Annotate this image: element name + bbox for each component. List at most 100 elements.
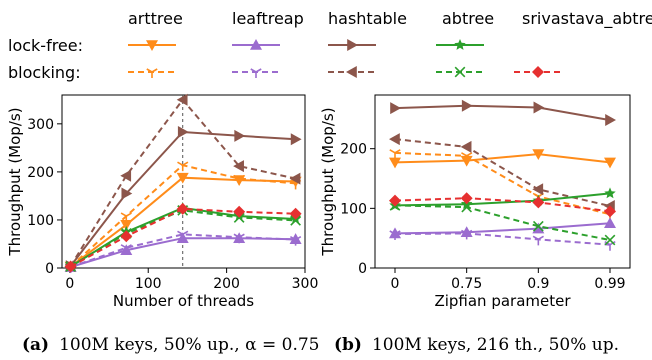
legend-sample-abtree-blocking-marker-stroke-2 (454, 66, 466, 78)
panel-a-series-leaftreap-blocking-point-3-stroke-2 (233, 233, 240, 238)
panel-b-series-srivastava-abtree-blocking-line (394, 197, 611, 213)
legend-sample-hashtable-blocking-marker (346, 66, 357, 78)
panel-b-series-arttree-blocking-point-1 (461, 152, 473, 162)
legend-row-lock-free: lock-free: (8, 36, 83, 55)
legend-sample-leaftreap-blocking-marker (250, 68, 262, 78)
legend-sample-leaftreap-blocking-marker-stroke-3 (255, 68, 262, 73)
legend-sample-leaftreap-blocking-marker-stroke-2 (250, 68, 257, 73)
panel-a-series-arttree-blocking-point-2-stroke-3 (182, 161, 189, 166)
legend-sample-hashtable-lock-free-marker (347, 39, 358, 51)
panel-b-series-hashtable-blocking-point-1 (460, 140, 472, 153)
panel-a-series-hashtable-lock-free-point-3 (234, 129, 246, 142)
panel-b-series-hashtable-lock-free-point-3 (605, 114, 616, 127)
panel-a-series-srivastava-abtree-blocking-point-4 (289, 207, 302, 220)
panel-a-series-srivastava-abtree-blocking-point-3 (233, 205, 246, 218)
panel-a-series-arttree-blocking-point-1 (120, 212, 132, 223)
panel-b-series-hashtable-blocking-point-2 (532, 183, 544, 196)
panel-a-series-leaftreap-blocking-point-3-stroke-3 (238, 233, 245, 238)
panel-b-series-abtree-blocking-point-1-stroke-2 (461, 201, 473, 213)
panel-a-series-arttree-lock-free-point-1 (120, 219, 133, 231)
panel-b-series-arttree-blocking-point-1-stroke-2 (461, 152, 468, 157)
panel-a-series-arttree-blocking-point-3-stroke-3 (238, 174, 245, 180)
panel-b-y-axis-label: Throughput (Mop/s) (319, 107, 337, 256)
legend-header-leaftreap: leaftreap (232, 9, 304, 28)
panel-a-series-hashtable-lock-free-point-1 (121, 187, 133, 200)
panel-b-y-tick-label-1: 100 (340, 201, 367, 217)
panel-a-series-arttree-blocking-point-3 (233, 174, 245, 185)
panel-b-series-leaftreap-lock-free-point-2 (532, 222, 545, 234)
panel-a-series-srivastava-abtree-blocking-point-1 (120, 230, 133, 243)
panel-b-series-arttree-lock-free-point-0 (389, 157, 401, 169)
panel-a-series-leaftreap-lock-free-point-4 (289, 233, 302, 244)
caption-a: (a) 100M keys, 50% up., α = 0.75 (22, 335, 319, 355)
panel-b-series-arttree-blocking-point-0-stroke-2 (389, 149, 396, 154)
panel-a-series-leaftreap-blocking-point-4-stroke-2 (289, 235, 296, 241)
panel-a-x-tick-label-3: 300 (292, 276, 319, 292)
panel-b: 0 100 200 0 0.75 0.9 0.99 Zipfian parameter Thro… (319, 94, 631, 310)
panel-a-y-tick-label-0: 0 (45, 261, 54, 277)
panel-b-y-tick-label-0: 0 (358, 261, 367, 277)
legend-header-hashtable: hashtable (328, 9, 407, 28)
panel-b-series-hashtable-lock-free-point-0 (390, 102, 401, 115)
panel-b-series-arttree-lock-free-point-3 (604, 157, 616, 169)
panel-b-series-leaftreap-lock-free-line (394, 222, 611, 235)
panel-a-x-axis-label: Number of threads (113, 292, 254, 310)
legend-sample-arttree-blocking-marker (146, 68, 158, 78)
panel-b-series-abtree-blocking-point-2-stroke-2 (532, 220, 544, 232)
panel-b-series-hashtable-lock-free-point-1 (461, 99, 473, 112)
panel-a-series-leaftreap-blocking-point-1-stroke-2 (120, 244, 127, 249)
panel-b-series-leaftreap-blocking-point-2 (532, 235, 544, 246)
panel-b-series-srivastava-abtree-blocking-point-1 (460, 192, 473, 205)
legend-header-abtree: abtree (442, 9, 494, 28)
panel-b-x-tick-label-1: 0.75 (451, 276, 482, 292)
panel-a-series-leaftreap-blocking-point-2 (177, 230, 189, 241)
panel-a-series-leaftreap-blocking-point-4 (289, 235, 302, 246)
panel-a-y-axis-label: Throughput (Mop/s) (6, 107, 24, 256)
panel-b-x-tick-label-3: 0.99 (594, 276, 625, 292)
panel-a-series-abtree-blocking-point-4-stroke-2 (290, 215, 301, 226)
panel-a-series-arttree-blocking-point-4-stroke-2 (289, 179, 296, 185)
panel-a-series-arttree-lock-free-point-2 (176, 172, 189, 184)
panel-b-series-leaftreap-blocking-point-2-stroke-2 (532, 235, 539, 241)
panel-a-series-hashtable-blocking-point-4 (289, 172, 301, 185)
legend: arttree leaftreap hashtable abtree sriva… (8, 9, 652, 82)
panel-b-series-arttree-lock-free-point-2 (532, 149, 545, 161)
panel-b-series-arttree-blocking-point-2-stroke-2 (532, 192, 539, 198)
caption-a-label: (a) (22, 335, 49, 355)
panel-b-series-abtree-blocking-point-1 (461, 201, 473, 213)
panel-a: 0 100 200 300 0 100 200 300 Number of threads Thr… (6, 93, 319, 310)
legend-sample-abtree-blocking-marker (454, 66, 466, 78)
panel-b-series-srivastava-abtree-blocking-point-0 (389, 194, 401, 207)
panel-a-series-srivastava-abtree-blocking-point-0 (64, 260, 77, 273)
panel-a-series-hashtable-blocking-point-3 (233, 160, 244, 173)
panel-b-series-arttree-blocking-point-1-stroke-3 (466, 152, 473, 157)
panel-a-series-arttree-blocking-point-1-stroke-2 (120, 212, 127, 217)
panel-a-series-arttree-blocking-point-2 (177, 161, 189, 172)
caption-b: (b) 100M keys, 216 th., 50% up. (334, 335, 619, 355)
panel-a-series-arttree-blocking-point-1-stroke-3 (125, 212, 132, 217)
panel-b-y-tick-label-2: 200 (340, 142, 367, 158)
panel-a-y-tick-label-3: 300 (27, 117, 54, 133)
panel-a-series-leaftreap-blocking-line (70, 233, 296, 268)
panel-a-series-leaftreap-blocking-point-1-stroke-3 (125, 244, 132, 249)
caption-b-text: 100M keys, 216 th., 50% up. (372, 335, 619, 355)
panel-a-series-arttree-blocking-point-3-stroke-2 (233, 174, 240, 180)
legend-sample-arttree-lock-free-marker (146, 40, 158, 51)
panel-b-series-leaftreap-blocking-point-0-stroke-3 (394, 230, 401, 235)
panel-b-series-abtree-lock-free-point-3 (604, 187, 616, 199)
legend-row-blocking: blocking: (8, 63, 81, 82)
legend-sample-srivastava-abtree-blocking-marker (532, 66, 544, 78)
panel-b-series-hashtable-blocking-point-0 (389, 133, 400, 146)
panel-a-series-hashtable-lock-free-point-4 (290, 133, 302, 146)
panel-a-series-abtree-blocking-point-4 (290, 215, 301, 226)
panel-b-series-abtree-blocking-point-3-stroke-2 (604, 234, 616, 246)
legend-sample-arttree-blocking-marker-stroke-3 (151, 68, 158, 73)
panel-a-series-srivastava-abtree-blocking-point-2 (176, 202, 189, 215)
legend-samples (128, 39, 562, 78)
panel-a-series-leaftreap-blocking-point-1 (120, 244, 132, 254)
panel-b-series-leaftreap-lock-free-point-0 (389, 227, 401, 239)
caption-b-label: (b) (334, 335, 362, 355)
panel-b-series-arttree-blocking-line (394, 151, 611, 216)
legend-sample-leaftreap-lock-free-marker (250, 39, 262, 50)
panel-b-series-leaftreap-blocking-point-1-stroke-2 (461, 229, 468, 235)
